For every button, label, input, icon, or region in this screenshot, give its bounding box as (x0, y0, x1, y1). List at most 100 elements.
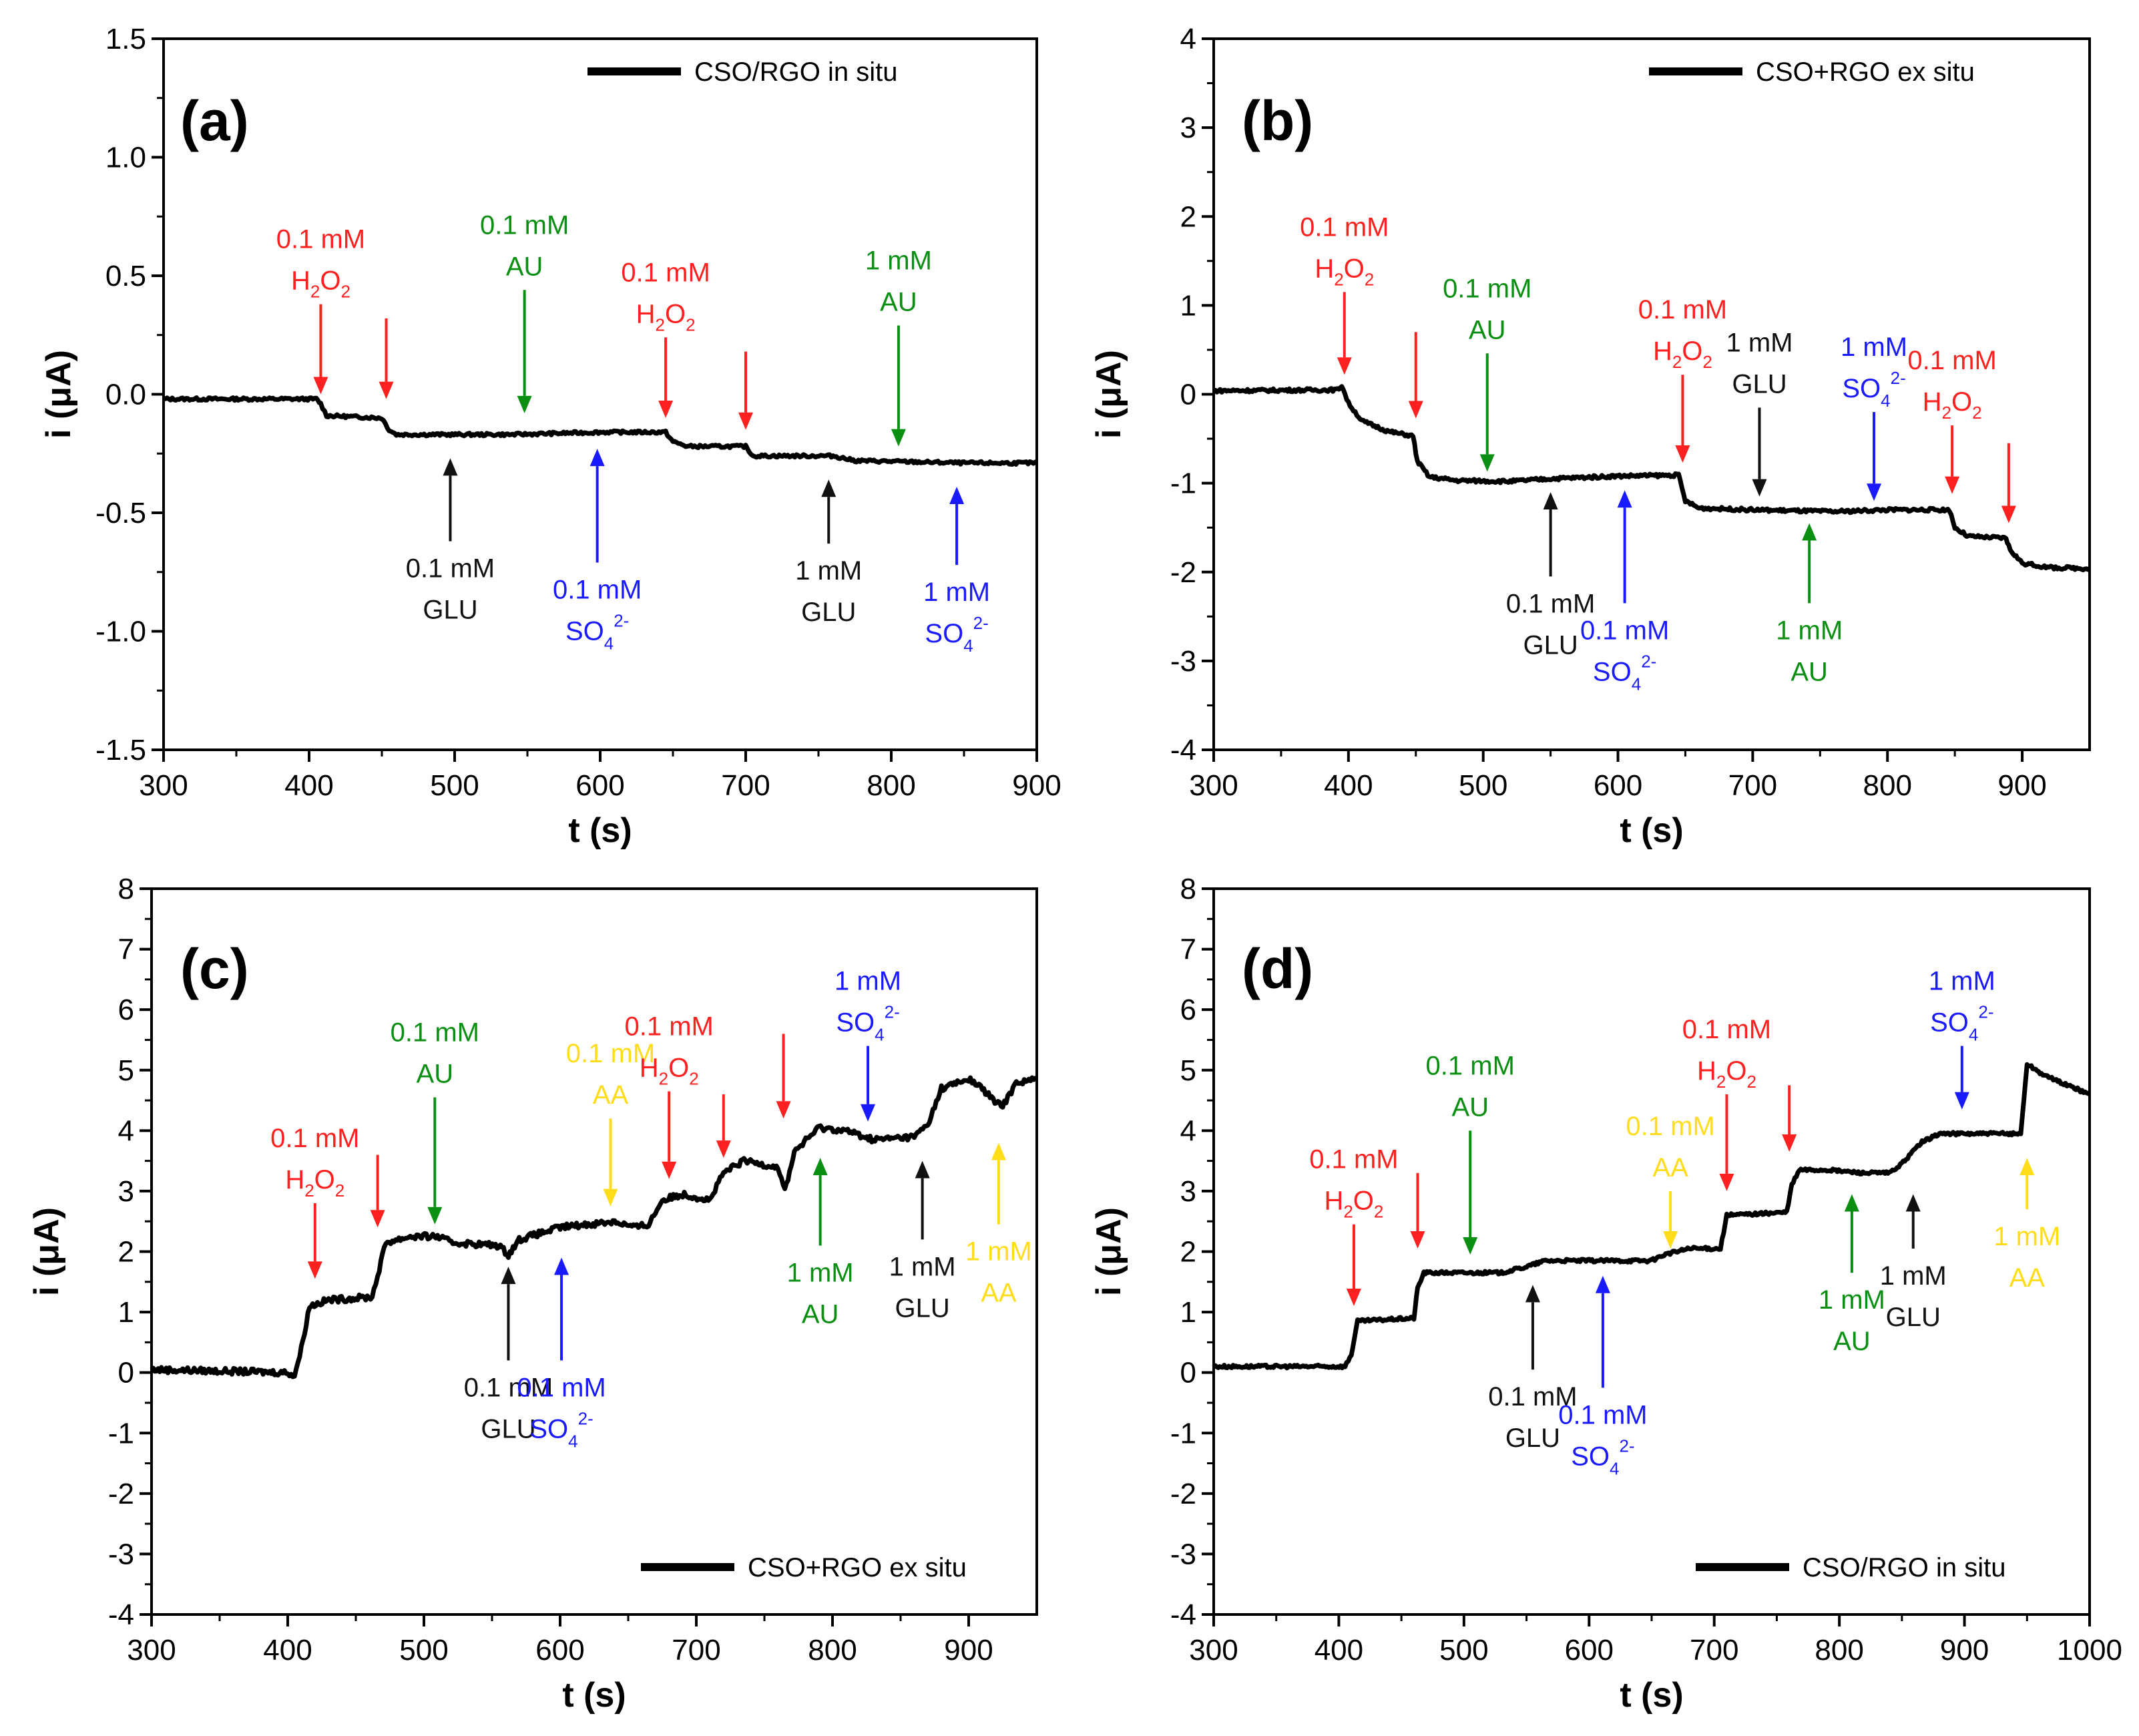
annotation-label: 0.1 mM (406, 554, 495, 584)
x-tick-label: 400 (284, 769, 333, 802)
annotation-red (370, 1154, 385, 1228)
annotation-red: 0.1 mM H2O2 (1638, 295, 1727, 463)
y-tick-label: 1 (118, 1296, 134, 1329)
annotation-label: 1 mM (795, 556, 862, 586)
annotation-arrow-head (1337, 357, 1352, 375)
y-tick-label: -3 (1170, 645, 1196, 678)
legend-label: CSO/RGO in situ (694, 57, 898, 87)
y-tick-label: 0.0 (105, 379, 146, 411)
annotation-label: 1 mM (923, 578, 990, 607)
annotation-label: SO42- (529, 1409, 593, 1452)
legend-label: CSO+RGO ex situ (1756, 57, 1975, 87)
annotation-arrow-head (1595, 1275, 1610, 1293)
y-axis-title: i (μA) (1090, 1207, 1128, 1296)
x-tick-label: 500 (1439, 1634, 1488, 1667)
annotation-green: 0.1 mM AU (480, 210, 569, 413)
annotation-arrow-head (716, 1140, 731, 1158)
series-line (163, 395, 1038, 467)
annotation-label: AA (981, 1279, 1017, 1308)
annotation-arrow-head (1408, 401, 1423, 419)
annotation-red: 0.1 mM H2O2 (621, 258, 710, 418)
y-tick-label: 5 (118, 1054, 134, 1087)
annotation-label: 0.1 mM (1626, 1112, 1714, 1141)
annotation-label: 0.1 mM (1638, 295, 1727, 324)
annotation-label: 0.1 mM (1558, 1400, 1647, 1430)
annotation-arrow-head (1675, 445, 1690, 463)
x-tick-label: 800 (1863, 769, 1912, 802)
annotation-label: 0.1 mM (553, 576, 642, 605)
y-tick-label: -1.0 (95, 616, 146, 648)
annotation-arrow-head (776, 1101, 791, 1119)
panel-label: (b) (1242, 89, 1313, 152)
annotation-label: SO42- (1571, 1436, 1634, 1478)
annotation-label: 0.1 mM (276, 225, 365, 254)
x-axis-title: t (s) (568, 811, 632, 850)
legend-label: CSO+RGO ex situ (748, 1553, 967, 1582)
y-tick-label: 0 (118, 1357, 134, 1389)
annotation-red (1408, 332, 1423, 419)
annotation-arrow-head (812, 1158, 828, 1176)
annotation-arrow-head (1719, 1173, 1734, 1191)
panel-label: (a) (180, 89, 249, 152)
y-tick-label: -1 (108, 1417, 134, 1450)
annotation-label: 0.1 mM (480, 210, 569, 240)
annotation-black: 1 mM GLU (889, 1160, 956, 1323)
annotation-label: 1 mM (965, 1237, 1032, 1267)
y-tick-label: 7 (1180, 933, 1196, 966)
y-tick-label: 4 (1180, 23, 1196, 55)
y-tick-label: 7 (118, 933, 134, 966)
annotation-label: 1 mM (787, 1258, 854, 1287)
annotation-red (716, 1094, 731, 1158)
annotation-label: H2O2 (636, 299, 696, 335)
y-tick-label: 2 (1180, 200, 1196, 233)
annotation-label: 1 mM (1880, 1261, 1947, 1291)
y-axis-title: i (μA) (39, 350, 78, 439)
annotation-red (1782, 1085, 1797, 1152)
annotation-label: 1 mM (1819, 1285, 1885, 1315)
chart-panel-d: 300 400 500 600 700 800 900 1000 -4 -3 -2 -1 0 1 2 3 4 5 6… (1090, 873, 2122, 1715)
annotation-arrow-head (1479, 454, 1495, 472)
annotation-red: 0.1 mM H2O2 (1309, 1145, 1399, 1307)
annotation-blue: 1 mM SO42- (1841, 333, 1907, 501)
y-tick-label: -3 (1170, 1538, 1196, 1570)
plot-frame (1212, 887, 2091, 1616)
y-tick-label: 0.5 (105, 260, 146, 292)
x-tick-label: 300 (139, 769, 188, 802)
annotation-red (1410, 1172, 1425, 1249)
annotation-arrow-head (517, 395, 532, 413)
annotation-arrow-head (379, 381, 394, 399)
annotation-black: 0.1 mM GLU (406, 458, 495, 625)
annotation-label: AU (802, 1299, 839, 1329)
x-tick-label: 800 (808, 1634, 857, 1667)
annotation-arrow-head (1802, 523, 1817, 541)
annotation-green: 1 mM AU (787, 1158, 854, 1329)
annotation-black: 0.1 mM GLU (464, 1267, 553, 1444)
x-axis-title: t (s) (1620, 1676, 1683, 1715)
annotation-label: GLU (1523, 630, 1578, 660)
annotation-arrow-head (1752, 479, 1767, 497)
y-tick-label: -0.5 (95, 497, 146, 529)
y-tick-label: 0 (1180, 1357, 1196, 1389)
y-tick-label: 2 (1180, 1236, 1196, 1269)
annotation-label: GLU (801, 598, 856, 627)
annotation-label: 0.1 mM (1300, 212, 1389, 242)
y-axis-title: i (μA) (27, 1207, 66, 1296)
annotation-label: GLU (1505, 1424, 1560, 1453)
x-tick-label: 600 (1565, 1634, 1614, 1667)
x-tick-label: 300 (127, 1634, 176, 1667)
annotation-green: 1 mM AU (1776, 523, 1843, 686)
annotation-arrow-head (2019, 1158, 2035, 1176)
annotation-label: 1 mM (865, 246, 932, 276)
annotation-label: 1 mM (1726, 328, 1793, 357)
x-tick-label: 400 (1315, 1634, 1363, 1667)
annotation-blue: 1 mM SO42- (1929, 967, 1995, 1110)
annotation-green: 0.1 mM AU (1443, 274, 1531, 472)
annotation-label: 0.1 mM (1682, 1015, 1771, 1044)
annotation-label: H2O2 (1324, 1186, 1383, 1222)
y-tick-label: 2 (118, 1236, 134, 1269)
annotation-label: 0.1 mM (1907, 346, 1996, 375)
x-tick-label: 700 (672, 1634, 720, 1667)
y-tick-label: -4 (108, 1598, 134, 1631)
annotation-label: 0.1 mM (625, 1012, 714, 1041)
